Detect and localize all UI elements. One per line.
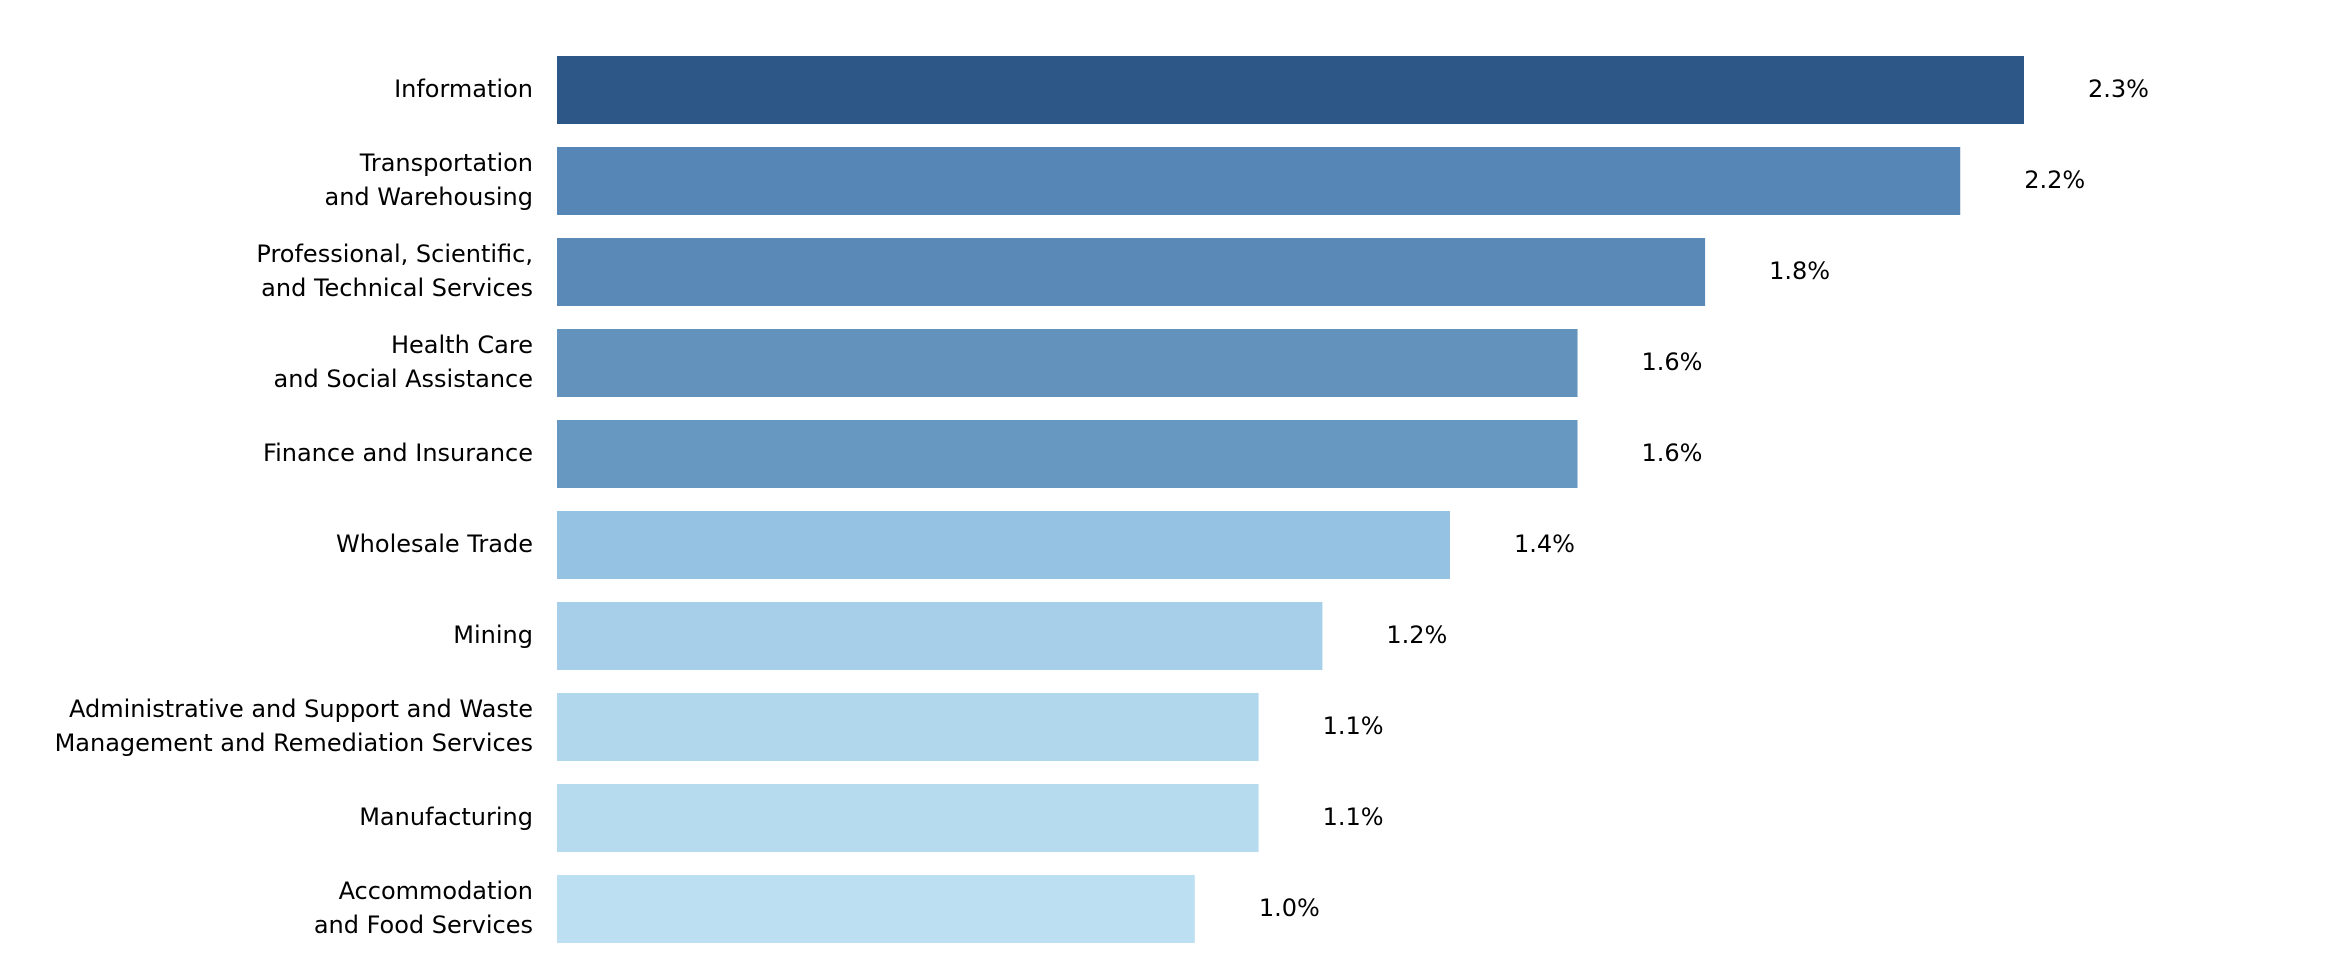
- category-label: Information: [394, 75, 533, 103]
- bar: [557, 784, 1259, 852]
- bar: [557, 147, 1961, 215]
- bar: [557, 693, 1259, 761]
- value-label: 2.3%: [2088, 75, 2149, 103]
- category-label: Wholesale Trade: [336, 530, 533, 558]
- value-label: 1.6%: [1642, 348, 1703, 376]
- value-label: 1.4%: [1514, 530, 1575, 558]
- value-label: 1.2%: [1386, 621, 1447, 649]
- bar: [557, 238, 1706, 306]
- category-label-line: Manufacturing: [359, 803, 533, 831]
- category-label: Mining: [453, 621, 533, 649]
- value-label: 1.0%: [1259, 894, 1320, 922]
- bar: [557, 56, 2024, 124]
- category-label-line: Transportation: [359, 149, 533, 177]
- bar: [557, 602, 1323, 670]
- category-label: Manufacturing: [359, 803, 533, 831]
- category-label: Administrative and Support and Waste Mana…: [55, 695, 533, 757]
- category-label-line: Health Care: [391, 331, 533, 359]
- category-label-line: Professional, Scientific,: [256, 240, 533, 268]
- value-label: 2.2%: [2024, 166, 2085, 194]
- value-label: 1.1%: [1323, 712, 1384, 740]
- bar: [557, 511, 1450, 579]
- category-label: Transportation and Warehousing: [324, 149, 533, 211]
- value-label: 1.8%: [1769, 257, 1830, 285]
- category-label-line: and Technical Services: [261, 274, 533, 302]
- category-label-line: and Food Services: [314, 911, 533, 939]
- category-label-line: Management and Remediation Services: [55, 729, 533, 757]
- category-label-line: Information: [394, 75, 533, 103]
- value-label: 1.6%: [1642, 439, 1703, 467]
- category-label: Health Care and Social Assistance: [274, 331, 533, 393]
- category-label-line: and Social Assistance: [274, 365, 533, 393]
- category-label-line: Administrative and Support and Waste: [69, 695, 533, 723]
- category-labels-group: Information Transportation and Warehousing…: [55, 75, 533, 939]
- bar: [557, 329, 1578, 397]
- category-label: Accommodation and Food Services: [314, 877, 533, 939]
- value-label: 1.1%: [1323, 803, 1384, 831]
- bar: [557, 875, 1195, 943]
- value-labels-group: 2.3% 2.2% 1.8% 1.6% 1.6% 1.4% 1.2% 1.1% 1.1% 1.0%: [1259, 75, 2149, 922]
- category-label-line: Accommodation: [339, 877, 533, 905]
- category-label: Finance and Insurance: [263, 439, 533, 467]
- bars-group: [557, 56, 2024, 943]
- category-label-line: Mining: [453, 621, 533, 649]
- category-label-line: Finance and Insurance: [263, 439, 533, 467]
- category-label: Professional, Scientific, and Technical S…: [256, 240, 533, 302]
- category-label-line: and Warehousing: [324, 183, 533, 211]
- category-label-line: Wholesale Trade: [336, 530, 533, 558]
- bar: [557, 420, 1578, 488]
